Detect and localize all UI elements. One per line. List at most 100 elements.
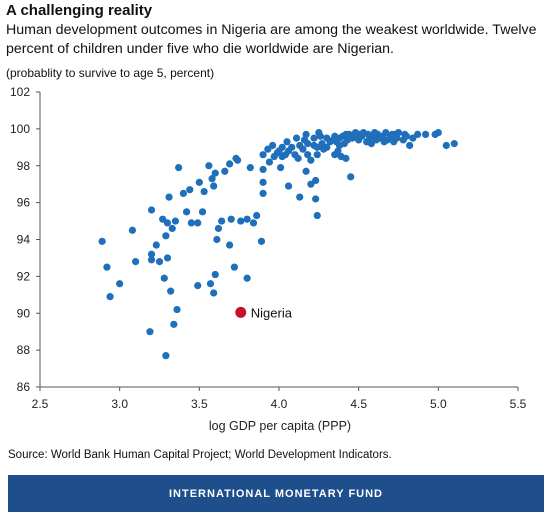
country-point bbox=[393, 134, 401, 142]
y-tick-label: 86 bbox=[17, 380, 31, 394]
country-point bbox=[296, 193, 304, 201]
imf-footer-banner: INTERNATIONAL MONETARY FUND bbox=[8, 475, 544, 512]
country-point bbox=[132, 258, 140, 266]
country-point bbox=[205, 162, 213, 170]
country-point bbox=[278, 143, 286, 151]
y-tick-label: 98 bbox=[17, 159, 31, 173]
country-point bbox=[187, 219, 195, 227]
country-point bbox=[116, 280, 124, 288]
country-point bbox=[434, 128, 442, 137]
x-tick-label: 5.5 bbox=[510, 397, 527, 411]
country-point bbox=[106, 293, 114, 301]
country-point bbox=[302, 167, 310, 175]
country-point bbox=[259, 178, 267, 186]
country-point bbox=[402, 132, 411, 140]
country-point bbox=[276, 163, 285, 172]
x-tick-label: 3.0 bbox=[111, 397, 128, 411]
country-point bbox=[243, 274, 251, 282]
source-note: Source: World Bank Human Capital Project… bbox=[8, 449, 392, 461]
country-point bbox=[243, 215, 251, 223]
country-point bbox=[347, 173, 355, 181]
country-point bbox=[304, 140, 312, 148]
country-point bbox=[160, 274, 168, 282]
x-tick-label: 5.0 bbox=[430, 397, 447, 411]
country-point bbox=[312, 195, 320, 203]
scatter-plot: 2.5 3.0 3.5 4.0 4.5 5.0 5.5 86 88 90 92 94 96 98 100 10… bbox=[10, 85, 527, 433]
country-point bbox=[210, 289, 218, 297]
x-tick-label: 4.5 bbox=[350, 397, 367, 411]
y-tick-label: 92 bbox=[17, 269, 31, 283]
country-point bbox=[292, 134, 301, 142]
country-point bbox=[421, 130, 430, 139]
country-point bbox=[213, 235, 221, 244]
country-point bbox=[233, 156, 242, 164]
country-point bbox=[265, 158, 274, 166]
country-point bbox=[182, 208, 191, 216]
country-point bbox=[210, 182, 218, 190]
country-point bbox=[302, 130, 310, 139]
country-point bbox=[313, 211, 321, 220]
country-point bbox=[147, 206, 156, 214]
country-point bbox=[312, 176, 320, 185]
country-point bbox=[259, 151, 267, 159]
country-point bbox=[313, 151, 321, 159]
country-point bbox=[249, 219, 258, 227]
country-point bbox=[259, 189, 267, 198]
country-point bbox=[283, 138, 291, 146]
country-point bbox=[128, 226, 137, 234]
country-point bbox=[218, 217, 226, 225]
country-point bbox=[98, 237, 106, 245]
country-point bbox=[147, 256, 156, 264]
country-point bbox=[269, 141, 277, 150]
country-point bbox=[211, 169, 219, 177]
x-tick-label: 3.5 bbox=[191, 397, 208, 411]
footer-text: INTERNATIONAL MONETARY FUND bbox=[169, 487, 383, 500]
country-point bbox=[237, 217, 245, 225]
country-point bbox=[414, 130, 422, 139]
country-point bbox=[310, 134, 318, 142]
country-point bbox=[323, 143, 331, 151]
country-point bbox=[450, 140, 458, 148]
y-tick-label: 102 bbox=[10, 85, 30, 99]
country-point bbox=[208, 175, 216, 183]
x-tick-label: 2.5 bbox=[32, 397, 49, 411]
country-point bbox=[342, 154, 350, 162]
y-tick-label: 94 bbox=[17, 233, 31, 247]
country-point bbox=[163, 219, 172, 227]
country-point bbox=[334, 147, 342, 155]
y-tick-label: 96 bbox=[17, 196, 31, 210]
nigeria-point bbox=[235, 306, 247, 318]
y-tick-label: 100 bbox=[10, 122, 30, 136]
y-tick-label: 88 bbox=[17, 343, 31, 357]
country-point bbox=[162, 232, 170, 240]
country-point bbox=[162, 352, 170, 360]
country-point bbox=[394, 128, 403, 137]
units-note: (probablity to survive to age 5, percent… bbox=[6, 66, 215, 80]
y-tick-label: 90 bbox=[17, 306, 31, 320]
country-point bbox=[299, 145, 307, 153]
country-point bbox=[170, 320, 178, 328]
country-point bbox=[211, 270, 219, 279]
country-point bbox=[152, 241, 160, 249]
country-point bbox=[171, 217, 180, 225]
country-point bbox=[284, 182, 293, 190]
country-point bbox=[168, 224, 176, 233]
country-point bbox=[146, 328, 154, 336]
country-point bbox=[179, 189, 187, 198]
country-point bbox=[194, 219, 202, 227]
country-point bbox=[288, 143, 296, 151]
country-point bbox=[200, 187, 208, 196]
chart-title: A challenging reality bbox=[6, 2, 153, 19]
country-point bbox=[442, 141, 450, 150]
data-points bbox=[98, 128, 458, 360]
country-point bbox=[294, 154, 302, 162]
country-point bbox=[175, 163, 183, 172]
country-point bbox=[257, 237, 266, 245]
country-point bbox=[165, 193, 173, 201]
x-tick-label: 4.0 bbox=[271, 397, 288, 411]
country-point bbox=[316, 132, 325, 140]
country-point bbox=[173, 305, 181, 314]
country-point bbox=[195, 178, 203, 186]
country-point bbox=[155, 258, 164, 266]
chart-subtitle: Human development outcomes in Nigeria ar… bbox=[6, 22, 537, 57]
